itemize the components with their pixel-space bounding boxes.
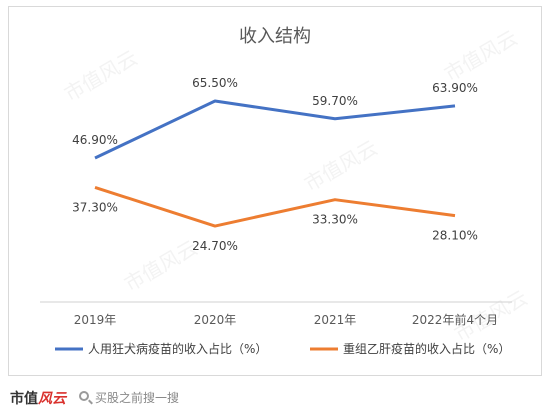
data-label: 63.90% [432,81,478,95]
line-chart: 2019年 2020年 2021年 2022年前4个月 46.90% 65.50% 59.7… [40,76,512,356]
chart-title: 收入结构 [239,26,311,47]
data-label: 37.30% [72,200,118,214]
data-label: 46.90% [72,133,118,147]
search-slogan: 买股之前搜一搜 [95,391,180,405]
legend-label: 人用狂犬病疫苗的收入占比（%） [88,341,267,356]
data-label: 24.70% [192,239,238,253]
data-label: 59.70% [312,94,358,108]
data-label: 33.30% [312,213,358,227]
legend-label: 重组乙肝疫苗的收入占比（%） [343,341,510,356]
legend-item: 人用狂犬病疫苗的收入占比（%） [55,341,267,356]
search-icon [79,391,89,401]
series-line-1 [94,99,456,160]
x-tick-label: 2022年前4个月 [412,312,498,327]
legend-item: 重组乙肝疫苗的收入占比（%） [310,341,510,356]
data-label: 28.10% [432,229,478,243]
footer-bar: 市值风云 买股之前搜一搜 [0,382,550,415]
data-label: 65.50% [192,76,238,90]
series-line-2 [94,185,456,228]
x-tick-label: 2020年 [194,313,237,327]
x-tick-label: 2019年 [74,313,117,327]
chart-frame [8,6,542,376]
brand-logo: 市值风云 [10,391,66,407]
x-tick-label: 2021年 [314,313,357,327]
